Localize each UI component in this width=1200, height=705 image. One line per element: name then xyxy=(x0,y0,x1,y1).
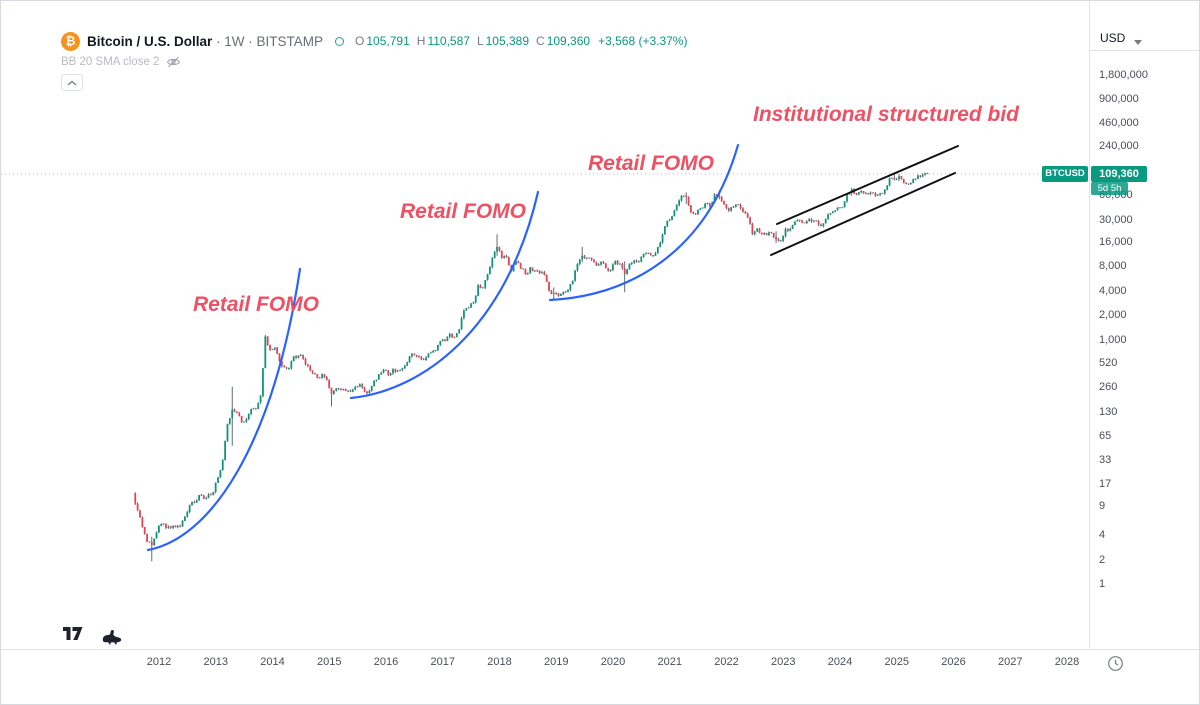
annotation-label-1[interactable]: Retail FOMO xyxy=(192,293,320,316)
chart-legend: ₿ Bitcoin / U.S. Dollar · 1W · BITSTAMP … xyxy=(61,31,687,91)
time-tick-2014: 2014 xyxy=(260,656,285,668)
time-tick-2017: 2017 xyxy=(430,656,455,668)
price-tick-2000: 2,000 xyxy=(1099,309,1127,322)
annotation-label-4[interactable]: Institutional structured bid xyxy=(753,103,1019,126)
symbol-price-label: BTCUSD xyxy=(1042,165,1088,182)
annotation-label-3[interactable]: Retail FOMO xyxy=(587,152,715,175)
time-tick-2023: 2023 xyxy=(771,656,796,668)
price-tick-1800000: 1,800,000 xyxy=(1099,68,1148,81)
price-tick-2: 2 xyxy=(1099,553,1106,566)
price-tick-9: 9 xyxy=(1099,500,1106,513)
ohlc-label: L xyxy=(476,34,484,48)
indicator-label[interactable]: BB 20 SMA close 2 xyxy=(61,56,160,68)
ohlc-values: O 105,791 H 110,587 L 105,389 C 109,360 xyxy=(348,34,590,48)
time-tick-2019: 2019 xyxy=(544,656,569,668)
price-tick-17: 17 xyxy=(1099,477,1112,490)
time-tick-2028: 2028 xyxy=(1054,656,1080,668)
dinosaur-sticker[interactable] xyxy=(100,627,126,654)
indicator-row[interactable]: BB 20 SMA close 2 xyxy=(61,55,687,69)
bar-countdown-badge: 5d 5h xyxy=(1091,181,1128,195)
symbol-legend-row: ₿ Bitcoin / U.S. Dollar · 1W · BITSTAMP … xyxy=(61,31,687,51)
price-axis[interactable]: USD 1,800,000 900,000 460,000 240,000 60,000… xyxy=(1089,1,1199,650)
price-tick-1: 1 xyxy=(1099,578,1106,590)
interval-label[interactable]: 1W xyxy=(224,33,245,49)
channel-lower-line[interactable] xyxy=(770,172,956,256)
annotation-label-2[interactable]: Retail FOMO xyxy=(399,200,527,223)
price-chart[interactable] xyxy=(1,1,1089,649)
exchange-label[interactable]: BITSTAMP xyxy=(256,33,324,49)
dinosaur-icon xyxy=(102,629,122,645)
ohlc-value: 109,360 xyxy=(546,34,591,48)
candlestick-series xyxy=(134,172,929,562)
price-tick-240000: 240,000 xyxy=(1099,140,1139,153)
currency-selector[interactable]: USD xyxy=(1090,1,1199,51)
ohlc-value: 110,587 xyxy=(427,34,470,48)
time-tick-2022: 2022 xyxy=(714,656,739,668)
eye-hidden-icon[interactable] xyxy=(166,56,181,68)
time-tick-2015: 2015 xyxy=(317,656,342,668)
price-tick-4000: 4,000 xyxy=(1099,284,1127,297)
price-tick-260: 260 xyxy=(1099,381,1118,394)
price-tick-4: 4 xyxy=(1099,529,1106,541)
time-tick-2020: 2020 xyxy=(600,656,626,668)
ohlc-label: O xyxy=(355,34,365,48)
symbol-title[interactable]: Bitcoin / U.S. Dollar · 1W · BITSTAMP xyxy=(87,33,324,49)
chevron-up-icon xyxy=(67,80,77,85)
fomo-curve-2017[interactable] xyxy=(349,190,540,400)
current-price-badge: 109,360 xyxy=(1091,165,1147,182)
bitcoin-glyph: ₿ xyxy=(65,34,76,48)
price-tick-30000: 30,000 xyxy=(1099,213,1133,226)
tradingview-logo-icon xyxy=(63,627,83,640)
symbol-name[interactable]: Bitcoin / U.S. Dollar xyxy=(87,33,213,49)
currency-label: USD xyxy=(1100,31,1126,45)
ohlc-value: 105,791 xyxy=(366,34,410,48)
time-tick-2012: 2012 xyxy=(146,656,172,668)
time-tick-2013: 2013 xyxy=(203,656,228,668)
price-tick-33: 33 xyxy=(1099,454,1112,467)
price-tick-8000: 8,000 xyxy=(1099,260,1127,273)
market-status-icon[interactable] xyxy=(335,36,345,46)
price-tick-460000: 460,000 xyxy=(1099,117,1139,130)
time-tick-2027: 2027 xyxy=(998,656,1023,668)
time-tick-2024: 2024 xyxy=(827,656,853,668)
price-tick-520: 520 xyxy=(1099,356,1118,369)
time-tick-2016: 2016 xyxy=(373,656,399,668)
ohlc-label: H xyxy=(416,34,426,48)
chevron-down-icon xyxy=(1134,40,1143,45)
collapse-legend-button[interactable] xyxy=(61,74,83,91)
chart-canvas[interactable]: ₿ Bitcoin / U.S. Dollar · 1W · BITSTAMP … xyxy=(1,1,1089,649)
fomo-curve-2021[interactable] xyxy=(548,143,740,302)
time-axis[interactable]: 2012 2013 2014 2015 2016 2017 2018 2019 2020 2021… xyxy=(1,649,1199,704)
price-tick-130: 130 xyxy=(1099,405,1118,418)
price-tick-16000: 16,000 xyxy=(1099,235,1133,248)
price-change-text: +3,568 (+3.37%) xyxy=(598,34,688,48)
price-tick-1000: 1,000 xyxy=(1099,333,1127,346)
time-tick-2018: 2018 xyxy=(487,656,512,668)
channel-upper-line[interactable] xyxy=(776,145,959,225)
ohlc-value: 105,389 xyxy=(485,34,530,48)
time-tick-2021: 2021 xyxy=(657,656,682,668)
ohlc-label: C xyxy=(536,34,545,48)
price-tick-900000: 900,000 xyxy=(1099,93,1139,106)
price-tick-65: 65 xyxy=(1099,430,1112,443)
tradingview-logo[interactable] xyxy=(61,622,87,647)
bitcoin-logo-icon: ₿ xyxy=(61,31,80,51)
timezone-clock-icon[interactable] xyxy=(1107,655,1124,672)
fomo-curve-2013[interactable] xyxy=(146,267,302,552)
time-tick-2026: 2026 xyxy=(941,656,966,668)
time-tick-2025: 2025 xyxy=(884,656,909,668)
